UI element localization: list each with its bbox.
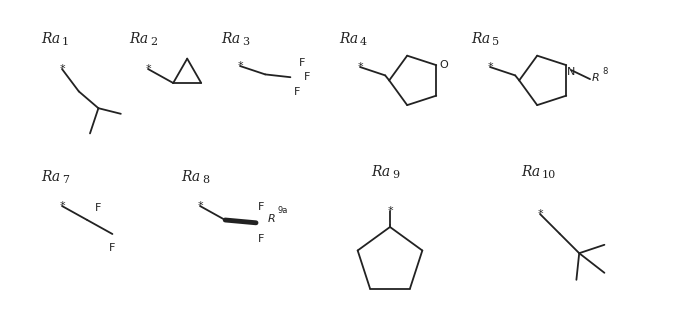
Text: Ra: Ra xyxy=(339,32,358,46)
Text: 7: 7 xyxy=(62,175,69,185)
Text: F: F xyxy=(95,203,101,213)
Text: F: F xyxy=(303,72,310,82)
Text: Ra: Ra xyxy=(521,165,540,179)
Text: F: F xyxy=(293,87,300,97)
Text: F: F xyxy=(108,243,115,253)
Text: *: * xyxy=(60,201,65,211)
Text: 2: 2 xyxy=(150,37,157,47)
Text: *: * xyxy=(197,201,203,211)
Text: *: * xyxy=(60,64,65,74)
Text: F: F xyxy=(298,58,304,68)
Text: R: R xyxy=(268,214,276,224)
Text: 9a: 9a xyxy=(278,206,288,215)
Text: Ra: Ra xyxy=(181,170,200,184)
Text: 10: 10 xyxy=(542,170,557,180)
Text: 4: 4 xyxy=(360,37,367,47)
Text: *: * xyxy=(387,206,393,216)
Text: 8: 8 xyxy=(202,175,209,185)
Text: 1: 1 xyxy=(62,37,69,47)
Text: *: * xyxy=(537,209,542,219)
Text: 3: 3 xyxy=(242,37,249,47)
Text: Ra: Ra xyxy=(221,32,240,46)
Text: Ra: Ra xyxy=(371,165,390,179)
Text: R: R xyxy=(592,73,600,83)
Text: 8: 8 xyxy=(602,67,608,75)
Text: N: N xyxy=(567,67,575,77)
Text: O: O xyxy=(439,60,448,70)
Text: *: * xyxy=(357,62,363,72)
Text: *: * xyxy=(487,62,493,72)
Text: F: F xyxy=(258,234,265,244)
Text: F: F xyxy=(258,202,265,212)
Text: 5: 5 xyxy=(492,37,499,47)
Text: Ra: Ra xyxy=(41,32,60,46)
Text: Ra: Ra xyxy=(471,32,490,46)
Text: *: * xyxy=(237,61,243,71)
Text: Ra: Ra xyxy=(41,170,60,184)
Text: *: * xyxy=(145,64,150,74)
Text: Ra: Ra xyxy=(129,32,148,46)
Text: 9: 9 xyxy=(392,170,399,180)
